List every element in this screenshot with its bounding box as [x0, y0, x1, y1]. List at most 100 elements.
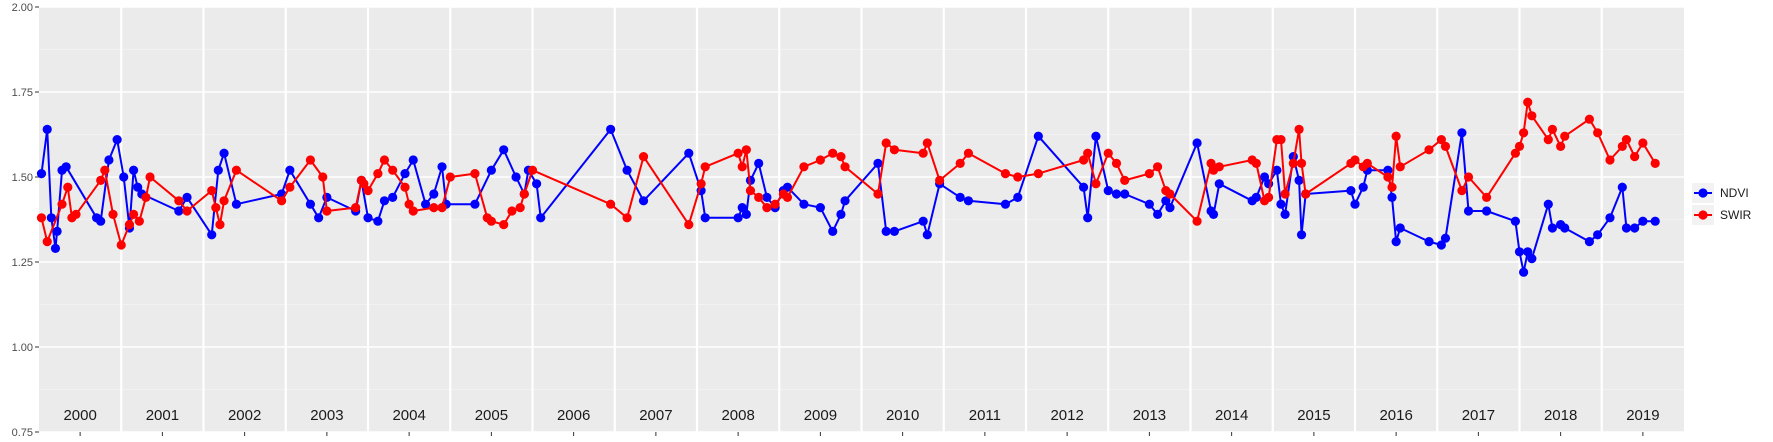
ndvi-point: [1395, 223, 1405, 233]
year-label: 2011: [969, 407, 1001, 424]
swir-point: [1527, 111, 1537, 121]
year-label: 2010: [886, 407, 919, 424]
swir-point: [1091, 179, 1101, 189]
ndvi-point: [606, 124, 616, 134]
ndvi-point: [373, 216, 383, 226]
swir-point: [770, 199, 780, 209]
ndvi-point: [889, 226, 900, 236]
swir-point: [145, 172, 155, 182]
ndvi-point: [1346, 186, 1356, 196]
swir-point: [638, 152, 649, 162]
swir-point: [1013, 172, 1023, 182]
year-label: 2002: [228, 407, 261, 424]
y-axis: 0.75 1.00 1.25 1.50 1.75 2.00: [12, 2, 39, 439]
ndvi-point: [1510, 216, 1520, 226]
swir-point: [1543, 135, 1553, 145]
swir-point: [1605, 155, 1615, 165]
year-label: 2007: [639, 407, 672, 424]
swir-point: [515, 203, 525, 213]
ndvi-point: [1463, 206, 1474, 216]
swir-point: [207, 186, 217, 196]
swir-point: [351, 203, 361, 213]
swir-point: [507, 206, 517, 216]
ndvi-point: [42, 124, 52, 134]
swir-point: [404, 199, 414, 209]
ndvi-point: [213, 165, 223, 175]
ndvi-point: [46, 213, 56, 223]
swir-point: [1296, 158, 1307, 168]
ndvi-point: [96, 216, 106, 226]
ndvi-point: [1440, 233, 1451, 243]
swir-point: [1078, 155, 1089, 165]
year-label: 2018: [1544, 407, 1577, 424]
ndvi-point: [400, 169, 410, 179]
ndvi-point: [1543, 199, 1553, 209]
swir-point: [1387, 182, 1397, 192]
swir-point: [1638, 138, 1648, 148]
swir-point: [1111, 158, 1122, 168]
ndvi-point: [231, 199, 241, 209]
swir-point: [696, 179, 706, 189]
swir-point: [1482, 192, 1492, 202]
swir-point: [1547, 124, 1557, 134]
year-label: 2017: [1462, 407, 1495, 424]
swir-point: [318, 172, 328, 182]
ndvi-point: [36, 169, 47, 179]
swir-point: [96, 175, 106, 185]
year-label: 2000: [63, 407, 96, 424]
swir-point: [963, 148, 974, 158]
ndvi-point: [1358, 182, 1368, 192]
ndvi-point: [499, 145, 509, 155]
ndvi-point: [420, 199, 431, 209]
ndvi-point: [881, 226, 891, 236]
swir-point: [1630, 152, 1640, 162]
ndvi-point: [963, 196, 974, 206]
ndvi-point: [745, 175, 756, 185]
swir-point: [922, 138, 932, 148]
swir-point: [1424, 145, 1434, 155]
series-layer: [36, 97, 1660, 277]
swir-point: [935, 175, 945, 185]
ndvi-point: [1584, 237, 1595, 247]
ndvi-point: [1144, 199, 1154, 209]
swir-legend-point: [1698, 210, 1708, 220]
ndvi-point: [128, 165, 139, 175]
year-label: 2013: [1133, 407, 1166, 424]
swir-point: [1214, 162, 1224, 172]
swir-point: [873, 189, 883, 199]
ndvi-point: [1033, 131, 1043, 141]
swir-point: [141, 192, 151, 202]
swir-point: [700, 162, 710, 172]
ndvi-point: [1514, 247, 1525, 257]
swir-point: [219, 196, 229, 206]
swir-point: [955, 158, 965, 168]
swir-point: [1510, 148, 1520, 158]
swir-point: [1301, 189, 1311, 199]
ndvi-point: [1519, 267, 1529, 277]
swir-point: [124, 220, 135, 230]
swir-point: [1584, 114, 1595, 124]
ndvi-point: [363, 213, 373, 223]
ndvi-point: [918, 216, 928, 226]
swir-point: [1264, 192, 1274, 202]
swir-legend-label: SWIR: [1720, 208, 1752, 222]
ndvi-point: [1120, 189, 1130, 199]
swir-point: [815, 155, 825, 165]
swir-point: [1280, 189, 1290, 199]
ndvi-point: [314, 213, 324, 223]
ndvi-point: [737, 203, 747, 213]
ndvi-point: [754, 158, 764, 168]
swir-point: [408, 206, 418, 216]
ndvi-point: [1630, 223, 1640, 233]
swir-point: [1165, 189, 1175, 199]
swir-point: [373, 169, 383, 179]
swir-point: [1033, 169, 1043, 179]
swir-point: [445, 172, 455, 182]
ndvi-point: [486, 165, 496, 175]
ndvi-point: [1391, 237, 1401, 247]
ndvi-point: [815, 203, 825, 213]
ndvi-point: [1214, 179, 1224, 189]
swir-point: [57, 199, 67, 209]
ndvi-point: [1192, 138, 1202, 148]
ndvi-point: [112, 135, 122, 145]
